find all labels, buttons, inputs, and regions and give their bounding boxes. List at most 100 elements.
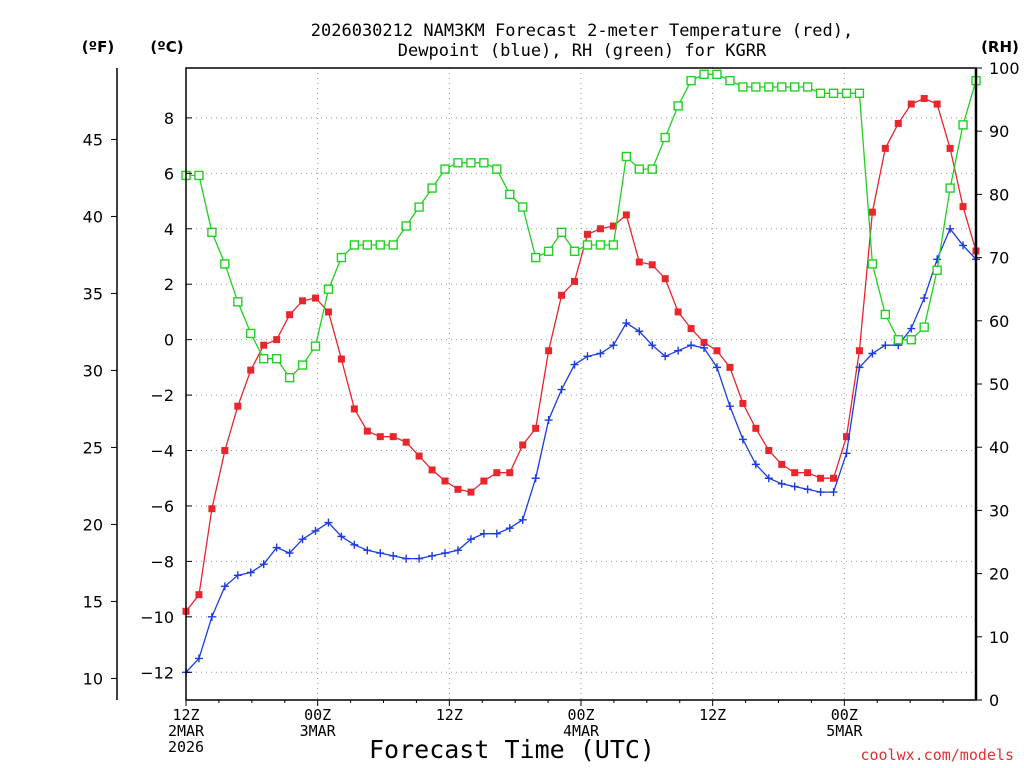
- x-tick-label: 00Z: [304, 706, 331, 724]
- dewpoint-point: [531, 474, 540, 483]
- 2-meter-temperature-point: [363, 427, 371, 435]
- dewpoint-point: [272, 543, 281, 552]
- rh-point: [259, 354, 269, 364]
- rh-point: [556, 227, 567, 238]
- dewpoint-point: [829, 488, 838, 497]
- 2-meter-temperature-point: [907, 100, 915, 108]
- dewpoint-point: [609, 341, 618, 350]
- rh-point: [789, 82, 800, 92]
- rh-point: [401, 221, 411, 231]
- rh-point: [777, 82, 787, 92]
- dewpoint-point: [298, 535, 307, 544]
- rh-point: [738, 82, 748, 92]
- celsius-tick-label: 2: [164, 275, 174, 294]
- rh-point: [634, 164, 644, 174]
- 2-meter-temperature-point: [674, 308, 682, 316]
- rh-point: [518, 202, 528, 212]
- dewpoint-point: [389, 551, 398, 560]
- 2-meter-temperature-series: [182, 94, 980, 615]
- dewpoint-point: [453, 546, 462, 555]
- dewpoint-point: [207, 612, 216, 621]
- dewpoint-point: [259, 560, 268, 569]
- dewpoint-point: [946, 224, 955, 233]
- rh-point: [362, 240, 373, 250]
- celsius-unit-label: (ºC): [150, 38, 183, 56]
- rh-point: [582, 240, 593, 250]
- rh-point: [427, 183, 437, 193]
- dewpoint-point: [738, 435, 747, 444]
- dewpoint-point: [194, 654, 203, 663]
- dewpoint-point: [790, 482, 799, 491]
- rh-point: [893, 335, 903, 345]
- 2-meter-temperature-point: [920, 94, 928, 102]
- 2-meter-temperature-point: [467, 488, 475, 496]
- 2-meter-temperature-point: [894, 119, 902, 127]
- rh-point: [958, 120, 968, 130]
- dewpoint-point: [661, 352, 670, 361]
- 2-meter-temperature-line: [185, 97, 977, 612]
- 2-meter-temperature-point: [778, 460, 786, 468]
- 2-meter-temperature-point: [480, 477, 488, 485]
- 2-meter-temperature-point: [286, 311, 294, 319]
- series-layer: [181, 69, 981, 677]
- rh-point: [828, 88, 839, 98]
- rh-point: [608, 240, 619, 250]
- rh-point: [323, 284, 334, 294]
- 2-meter-temperature-point: [817, 474, 825, 482]
- 2-meter-temperature-point: [260, 341, 268, 349]
- dewpoint-point: [311, 526, 320, 535]
- 2-meter-temperature-point: [959, 203, 967, 211]
- rh-point: [466, 158, 476, 168]
- 2-meter-temperature-point: [622, 211, 630, 219]
- dewpoint-point: [596, 349, 605, 358]
- rh-tick-label: 20: [989, 565, 1009, 584]
- 2-meter-temperature-point: [312, 294, 320, 302]
- rh-point: [621, 151, 632, 162]
- rh-point: [919, 322, 929, 332]
- rh-point: [297, 360, 308, 370]
- 2-meter-temperature-point: [635, 258, 643, 266]
- 2-meter-temperature-point: [752, 424, 760, 432]
- dewpoint-point: [363, 546, 372, 555]
- chart-title-line-2: Dewpoint (blue), RH (green) for KGRR: [398, 41, 767, 61]
- rh-point: [880, 309, 891, 320]
- dewpoint-point: [816, 488, 825, 497]
- 2-meter-temperature-point: [234, 402, 242, 410]
- dewpoint-series: [182, 224, 980, 677]
- 2-meter-temperature-point: [208, 505, 216, 513]
- rh-point: [505, 189, 515, 200]
- dewpoint-point: [466, 535, 475, 544]
- dewpoint-point: [777, 479, 786, 488]
- 2-meter-temperature-point: [933, 100, 941, 108]
- rh-point: [271, 354, 282, 364]
- dewpoint-point: [557, 385, 566, 394]
- celsius-tick-label: −4: [150, 442, 174, 461]
- 2-meter-temperature-point: [726, 363, 734, 371]
- dewpoint-point: [842, 449, 851, 458]
- dewpoint-point: [570, 360, 579, 369]
- 2-meter-temperature-point: [804, 469, 812, 477]
- rh-tick-label: 10: [989, 628, 1009, 647]
- x-tick-label: 2MAR: [168, 722, 205, 740]
- rh-tick-label: 60: [989, 312, 1009, 331]
- fahrenheit-tick-label: 20: [83, 515, 103, 534]
- 2-meter-temperature-point: [195, 591, 203, 599]
- rh-point: [647, 164, 657, 174]
- dewpoint-point: [907, 324, 916, 333]
- 2-meter-temperature-point: [583, 230, 591, 238]
- rh-tick-label: 50: [989, 375, 1009, 394]
- 2-meter-temperature-point: [946, 144, 954, 152]
- dewpoint-point: [855, 363, 864, 372]
- dewpoint-point: [700, 343, 709, 352]
- rh-line: [186, 73, 977, 379]
- x-tick-label: 12Z: [436, 706, 463, 724]
- dewpoint-point: [324, 518, 333, 527]
- dewpoint-point: [441, 549, 450, 558]
- 2-meter-temperature-point: [532, 424, 540, 432]
- rh-point: [492, 164, 502, 174]
- x-tick-label: 12Z: [699, 706, 726, 724]
- 2-meter-temperature-point: [402, 438, 410, 446]
- rh-point: [660, 132, 670, 143]
- fahrenheit-tick-label: 15: [83, 592, 103, 611]
